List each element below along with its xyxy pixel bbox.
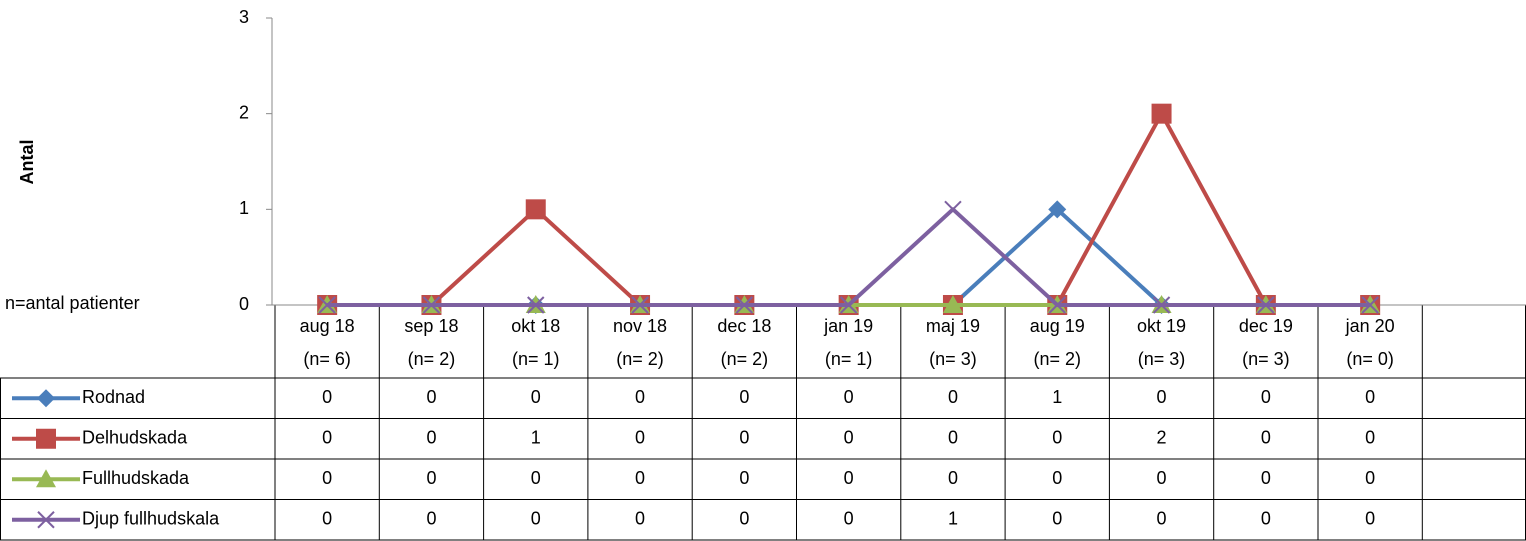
x-tick-label: nov 18 bbox=[613, 316, 667, 336]
x-tick-label: jan 19 bbox=[823, 316, 873, 336]
table-value: 0 bbox=[1261, 428, 1271, 448]
table-value: 0 bbox=[1261, 468, 1271, 488]
marker bbox=[944, 200, 962, 219]
table-value: 1 bbox=[948, 509, 958, 529]
table-value: 2 bbox=[1157, 428, 1167, 448]
marker bbox=[839, 296, 858, 314]
y-tick-label: 3 bbox=[239, 7, 249, 27]
x-tick-count: (n= 2) bbox=[1033, 349, 1081, 369]
table-value: 0 bbox=[1157, 509, 1167, 529]
table-value: 0 bbox=[1157, 468, 1167, 488]
table-value: 0 bbox=[322, 509, 332, 529]
table-value: 0 bbox=[844, 387, 854, 407]
table-value: 1 bbox=[1052, 387, 1062, 407]
table-value: 0 bbox=[635, 468, 645, 488]
marker bbox=[1361, 296, 1379, 314]
table-value: 0 bbox=[531, 509, 541, 529]
table-value: 0 bbox=[426, 387, 436, 407]
table-value: 0 bbox=[1365, 468, 1375, 488]
table-value: 0 bbox=[844, 509, 854, 529]
series-line bbox=[327, 111, 1371, 307]
table-value: 0 bbox=[844, 428, 854, 448]
table-value: 0 bbox=[635, 428, 645, 448]
legend-label: Delhudskada bbox=[82, 428, 188, 448]
x-tick-label: okt 18 bbox=[511, 316, 560, 336]
table-value: 0 bbox=[426, 509, 436, 529]
table-value: 0 bbox=[531, 468, 541, 488]
x-tick-label: dec 18 bbox=[717, 316, 771, 336]
legend-marker bbox=[37, 389, 55, 408]
table-value: 0 bbox=[322, 387, 332, 407]
x-tick-label: sep 18 bbox=[404, 316, 458, 336]
table-value: 0 bbox=[1052, 468, 1062, 488]
table-value: 0 bbox=[635, 509, 645, 529]
table-value: 0 bbox=[635, 387, 645, 407]
marker bbox=[525, 199, 546, 220]
x-tick-label: aug 19 bbox=[1030, 316, 1085, 336]
x-tick-label: jan 20 bbox=[1345, 316, 1395, 336]
table-value: 0 bbox=[948, 468, 958, 488]
table-value: 1 bbox=[531, 428, 541, 448]
x-tick-count: (n= 1) bbox=[512, 349, 560, 369]
marker bbox=[1151, 103, 1172, 124]
marker bbox=[1257, 296, 1275, 314]
marker bbox=[631, 296, 649, 314]
marker bbox=[422, 296, 441, 314]
legend-marker bbox=[36, 428, 56, 449]
table-value: 0 bbox=[739, 428, 749, 448]
legend-label: Rodnad bbox=[82, 387, 145, 407]
legend-marker bbox=[37, 511, 55, 529]
x-tick-count: (n= 2) bbox=[616, 349, 664, 369]
marker bbox=[527, 296, 545, 314]
table-value: 0 bbox=[322, 428, 332, 448]
marker bbox=[1048, 200, 1067, 219]
x-tick-count: (n= 2) bbox=[408, 349, 456, 369]
table-value: 0 bbox=[426, 428, 436, 448]
legend-label: Djup fullhudskala bbox=[82, 509, 220, 529]
table-value: 0 bbox=[1052, 428, 1062, 448]
marker bbox=[942, 295, 963, 313]
x-tick-count: (n= 3) bbox=[1242, 349, 1290, 369]
table-value: 0 bbox=[426, 468, 436, 488]
legend-label: Fullhudskada bbox=[82, 468, 190, 488]
table-value: 0 bbox=[322, 468, 332, 488]
table-value: 0 bbox=[844, 468, 854, 488]
x-tick-count: (n= 3) bbox=[929, 349, 977, 369]
legend-marker bbox=[36, 469, 56, 488]
table-value: 0 bbox=[739, 468, 749, 488]
y-axis-label: Antal bbox=[17, 140, 37, 185]
table-value: 0 bbox=[531, 387, 541, 407]
table-value: 0 bbox=[948, 387, 958, 407]
x-tick-label: aug 18 bbox=[300, 316, 355, 336]
x-tick-count: (n= 2) bbox=[721, 349, 769, 369]
table-value: 0 bbox=[1365, 387, 1375, 407]
y-tick-label: 0 bbox=[239, 294, 249, 314]
x-tick-label: okt 19 bbox=[1137, 316, 1186, 336]
y-tick-label: 2 bbox=[239, 102, 249, 122]
marker bbox=[735, 296, 754, 314]
marker bbox=[1048, 296, 1066, 314]
table-value: 0 bbox=[739, 509, 749, 529]
x-tick-count: (n= 0) bbox=[1346, 349, 1394, 369]
table-value: 0 bbox=[1261, 387, 1271, 407]
table-value: 0 bbox=[1261, 509, 1271, 529]
table-value: 0 bbox=[1052, 509, 1062, 529]
y-tick-label: 1 bbox=[239, 198, 249, 218]
x-tick-count: (n= 6) bbox=[303, 349, 351, 369]
x-tick-count: (n= 1) bbox=[825, 349, 873, 369]
x-tick-label: dec 19 bbox=[1239, 316, 1293, 336]
table-value: 0 bbox=[1365, 509, 1375, 529]
table-value: 0 bbox=[1365, 428, 1375, 448]
x-tick-count: (n= 3) bbox=[1138, 349, 1186, 369]
marker bbox=[1152, 296, 1171, 314]
table-value: 0 bbox=[1157, 387, 1167, 407]
annotation: n=antal patienter bbox=[5, 293, 140, 313]
x-tick-label: maj 19 bbox=[926, 316, 980, 336]
table-value: 0 bbox=[739, 387, 749, 407]
marker bbox=[318, 296, 336, 314]
table-value: 0 bbox=[948, 428, 958, 448]
